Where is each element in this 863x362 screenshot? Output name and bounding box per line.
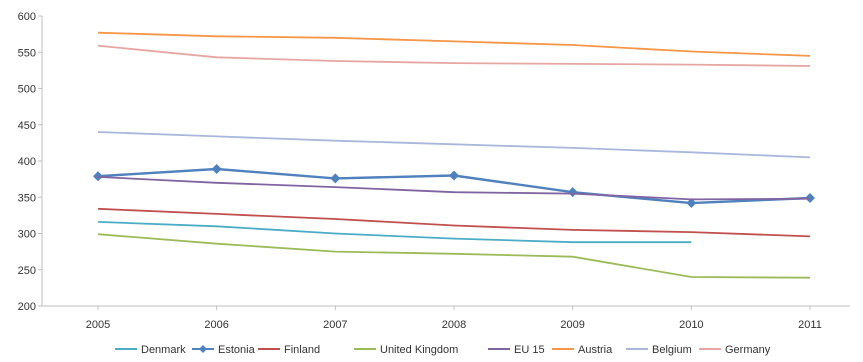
series-estonia [93, 163, 815, 209]
legend-marker-estonia [199, 345, 207, 353]
y-tick-label: 300 [18, 229, 36, 241]
series-united-kingdom [97, 233, 811, 279]
data-point-estonia [330, 173, 341, 184]
series-line-germany [97, 44, 811, 67]
series-germany [97, 44, 811, 67]
data-point-estonia [211, 163, 222, 174]
series-eu-15 [97, 176, 811, 201]
data-point-estonia [93, 171, 103, 182]
data-point-estonia [567, 187, 578, 198]
series-lines [93, 31, 815, 279]
series-line-eu-15 [97, 176, 811, 201]
legend-item-eu-15: EU 15 [488, 344, 545, 356]
legend-label-austria: Austria [578, 344, 613, 356]
legend-item-austria: Austria [552, 344, 613, 356]
legend-label-denmark: Denmark [141, 344, 186, 356]
series-finland [97, 207, 811, 238]
legend-label-united-kingdom: United Kingdom [380, 344, 458, 356]
series-line-united-kingdom [97, 233, 811, 279]
legend-item-finland: Finland [258, 344, 320, 356]
y-tick-label: 450 [18, 120, 36, 132]
data-point-estonia [449, 170, 459, 181]
data-point-estonia [805, 192, 815, 203]
legend: Denmark Estonia Finland United Kingdom EU 15… [115, 344, 771, 356]
y-tick-label: 400 [18, 156, 36, 168]
legend-item-denmark: Denmark [115, 344, 186, 356]
y-tick-label: 550 [18, 47, 36, 59]
x-tick-label: 2009 [560, 319, 584, 331]
legend-label-eu-15: EU 15 [514, 344, 545, 356]
series-line-finland [97, 207, 811, 238]
x-tick-label: 2005 [86, 319, 110, 331]
y-axis: 200 250 300 350 400 450 500 550 600 [18, 11, 43, 313]
x-tick-label: 2007 [323, 319, 347, 331]
legend-item-germany: Germany [699, 344, 771, 356]
legend-item-belgium: Belgium [626, 344, 692, 356]
x-tick-label: 2011 [798, 319, 822, 331]
x-axis: 2005 2006 2007 2008 2009 2010 2011 [42, 305, 850, 331]
legend-item-united-kingdom: United Kingdom [354, 344, 458, 356]
y-tick-label: 500 [18, 84, 36, 96]
series-belgium [97, 131, 811, 159]
series-austria [97, 31, 811, 57]
series-line-denmark [97, 221, 692, 244]
series-line-austria [97, 31, 811, 57]
data-point-estonia [686, 198, 697, 209]
x-tick-label: 2008 [442, 319, 466, 331]
series-line-belgium [97, 131, 811, 159]
x-tick-label: 2010 [679, 319, 703, 331]
y-tick-label: 350 [18, 192, 36, 204]
y-tick-label: 250 [18, 265, 36, 277]
series-denmark [97, 221, 692, 244]
legend-label-finland: Finland [284, 344, 320, 356]
legend-item-estonia: Estonia [192, 344, 256, 356]
legend-label-germany: Germany [725, 344, 771, 356]
legend-label-estonia: Estonia [218, 344, 256, 356]
y-tick-label: 600 [18, 11, 36, 23]
y-tick-label: 200 [18, 301, 36, 313]
legend-label-belgium: Belgium [652, 344, 692, 356]
x-tick-label: 2006 [204, 319, 228, 331]
